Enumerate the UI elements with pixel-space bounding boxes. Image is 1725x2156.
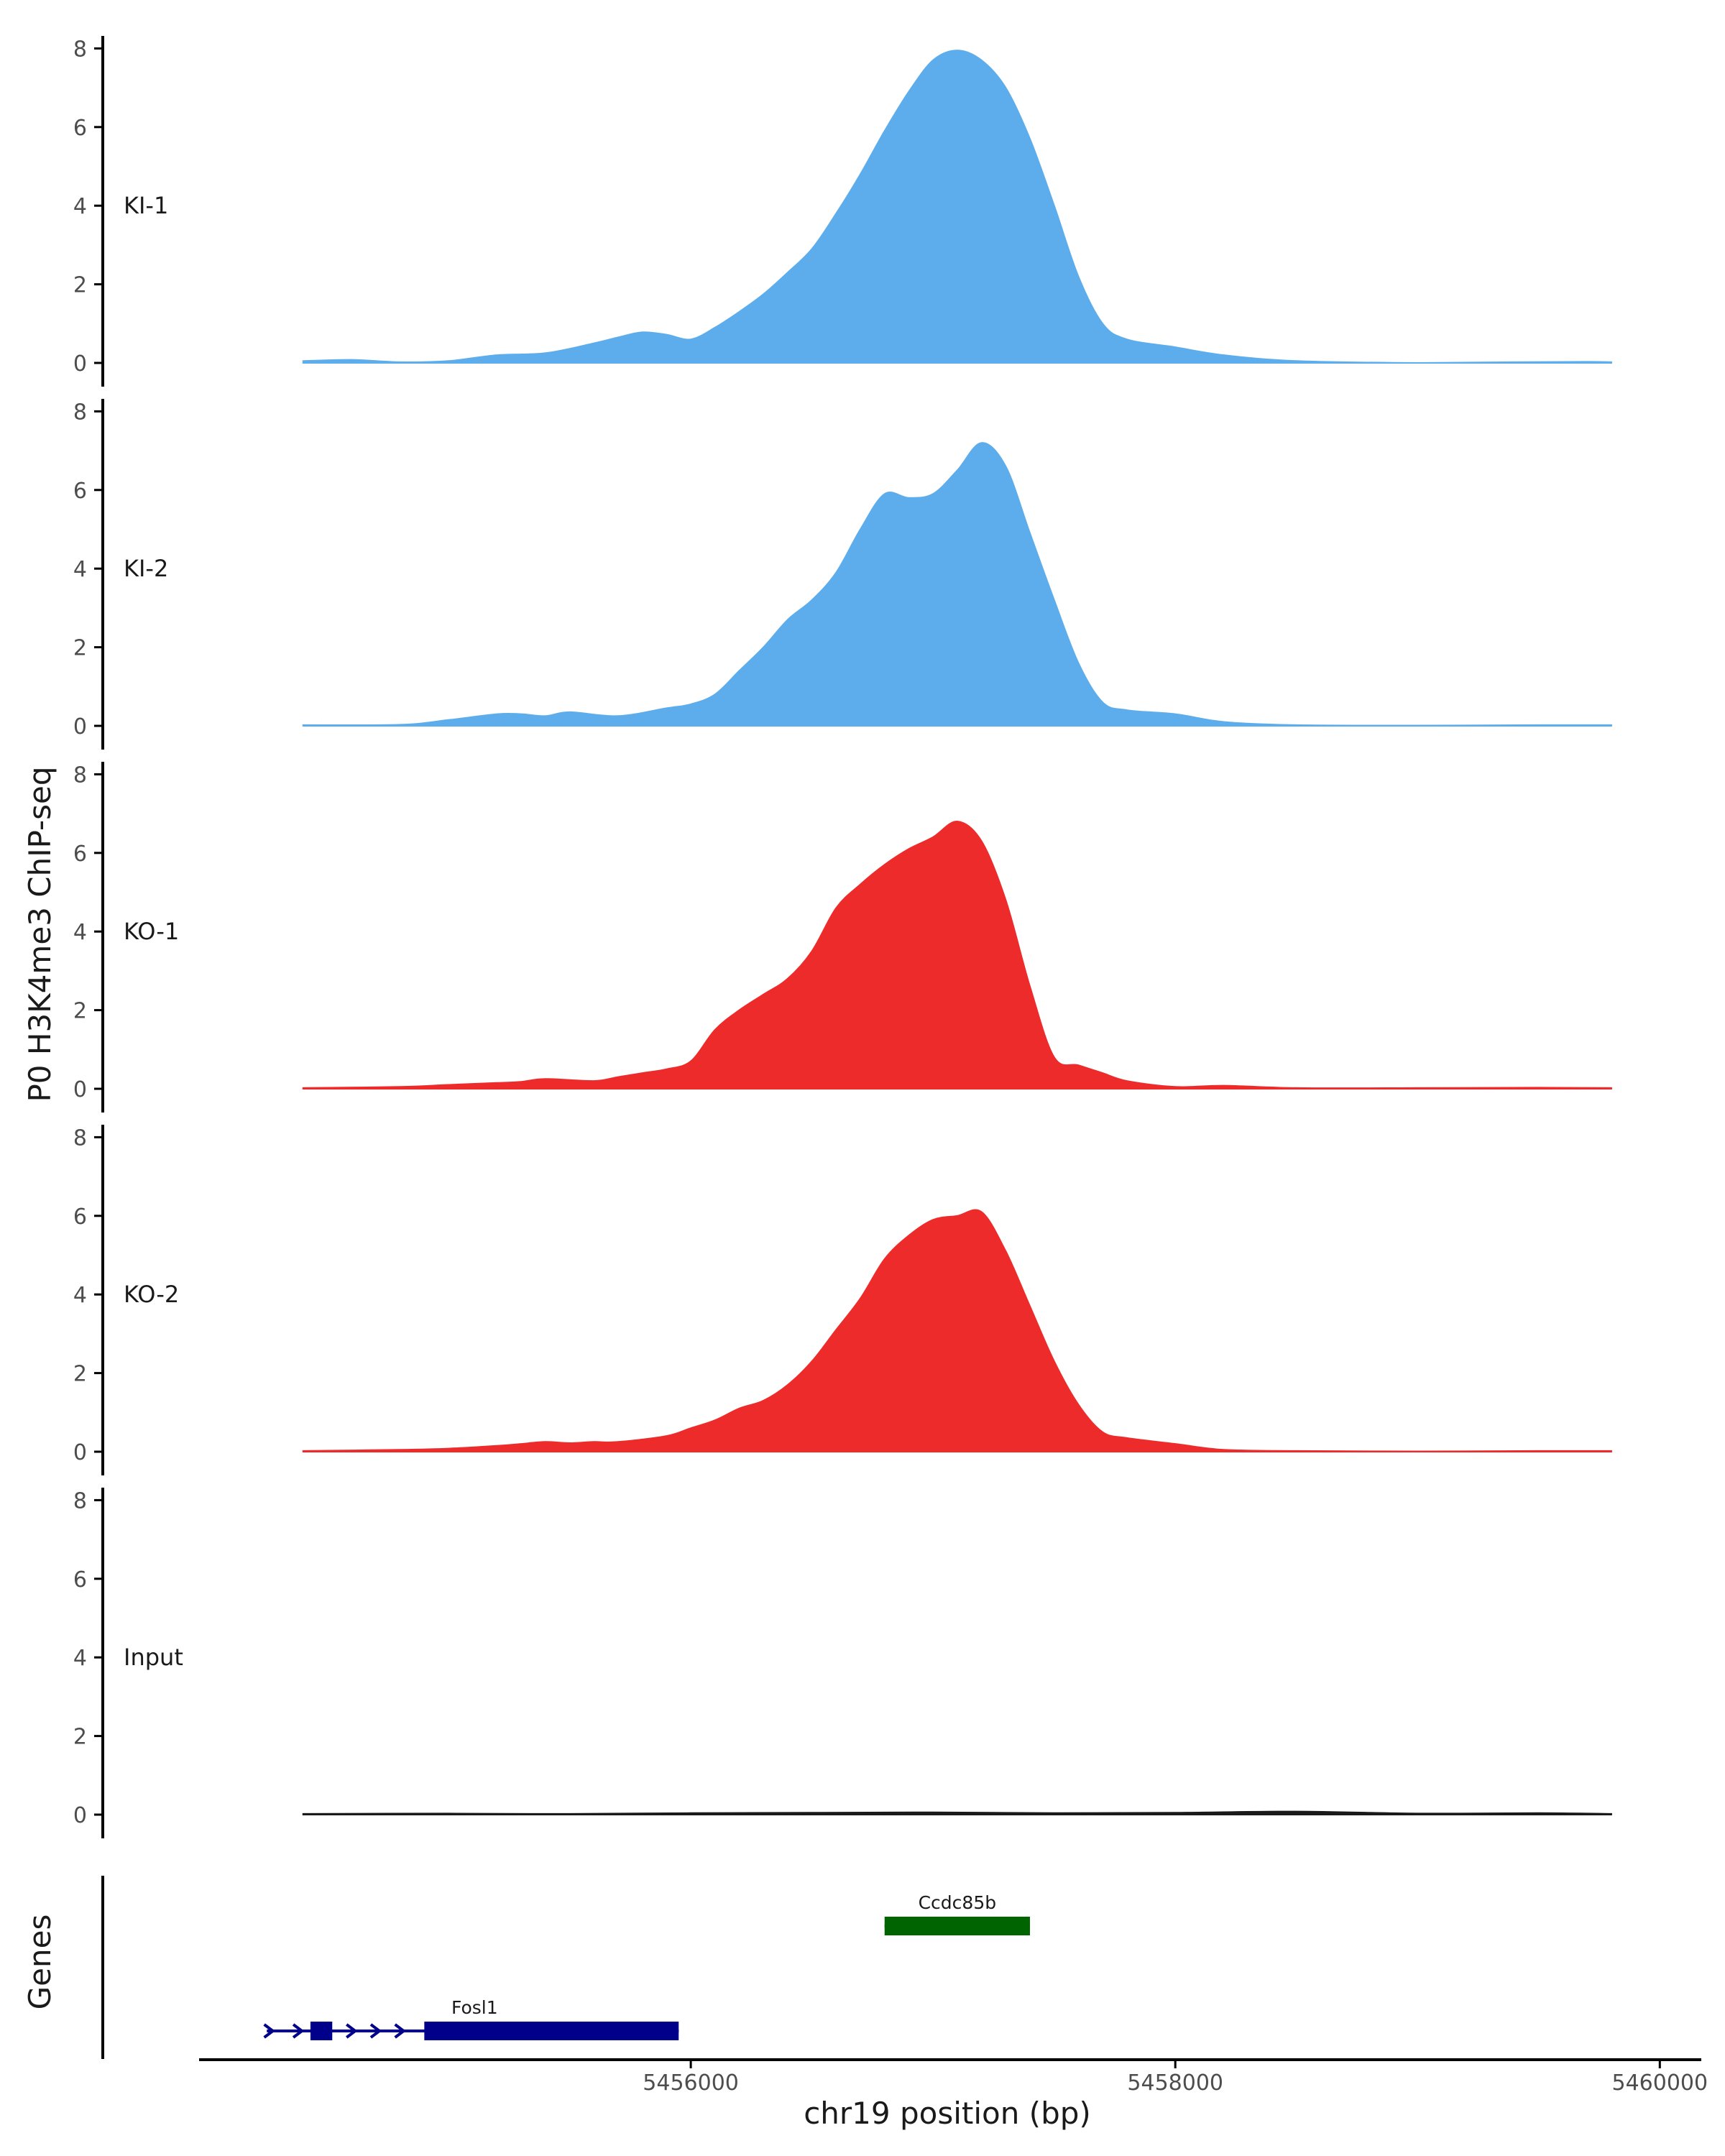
track-label: KO-1 <box>124 918 179 945</box>
y-tick-label: 0 <box>73 1077 87 1102</box>
gene-label: Ccdc85b <box>919 1892 997 1913</box>
x-tick-label: 5460000 <box>1611 2070 1708 2096</box>
y-tick-label: 4 <box>73 557 87 582</box>
y-tick-label: 0 <box>73 1440 87 1465</box>
y-tick-label: 0 <box>73 1803 87 1828</box>
strand-arrow <box>346 2023 358 2039</box>
x-tick-label: 5456000 <box>643 2070 739 2096</box>
y-tick-label: 4 <box>73 1646 87 1671</box>
gene-ccdc85b: Ccdc85b <box>884 1892 1030 1935</box>
coverage-area-ki-2 <box>302 442 1612 727</box>
y-tick-label: 2 <box>73 1362 87 1387</box>
gene-label: Fosl1 <box>451 1997 498 2018</box>
y-tick-label: 8 <box>73 763 87 788</box>
gene-fosl1: Fosl1 <box>263 1997 679 2040</box>
x-axis-title: chr19 position (bp) <box>804 2096 1091 2131</box>
y-tick-label: 6 <box>73 479 87 504</box>
y-tick-label: 2 <box>73 273 87 298</box>
y-tick-label: 8 <box>73 1488 87 1514</box>
track-panel-ki-2: 0 2 4 6 8 KI-2 <box>73 399 1612 750</box>
y-axis-title: P0 H3K4me3 ChIP-seq <box>22 766 58 1102</box>
strand-arrow <box>394 2023 406 2039</box>
strand-arrow <box>369 2023 382 2039</box>
y-tick-label: 6 <box>73 1204 87 1230</box>
y-tick-label: 4 <box>73 920 87 945</box>
gene-annotation-panel: Fosl1 Ccdc85b <box>101 1876 1030 2059</box>
track-label: KO-2 <box>124 1281 179 1308</box>
y-tick-label: 0 <box>73 351 87 377</box>
y-tick-label: 4 <box>73 1283 87 1308</box>
y-tick-label: 6 <box>73 116 87 141</box>
x-tick-label: 5458000 <box>1127 2070 1223 2096</box>
track-label: Input <box>124 1644 183 1671</box>
y-tick-label: 2 <box>73 999 87 1024</box>
gene-exon <box>884 1917 1030 1935</box>
y-tick-label: 0 <box>73 714 87 740</box>
y-tick-label: 6 <box>73 1567 87 1593</box>
y-tick-label: 8 <box>73 400 87 425</box>
y-tick-label: 2 <box>73 636 87 661</box>
y-tick-label: 2 <box>73 1725 87 1750</box>
track-panel-ko-2: 0 2 4 6 8 KO-2 <box>73 1125 1612 1475</box>
genes-panel-title: Genes <box>22 1915 58 2010</box>
coverage-area-ko-2 <box>302 1209 1612 1452</box>
coverage-area-ki-1 <box>302 50 1612 364</box>
track-panel-input: 0 2 4 6 8 Input <box>73 1488 1612 1838</box>
gene-exon <box>310 2022 333 2040</box>
coverage-area-input <box>302 1810 1612 1815</box>
track-panel-ki-1: 0 2 4 6 8 KI-1 <box>73 36 1612 387</box>
gene-exon <box>424 2022 679 2040</box>
y-tick-label: 8 <box>73 1125 87 1151</box>
coverage-area-ko-1 <box>302 821 1612 1089</box>
x-axis: 5456000 5458000 5460000 <box>199 2058 1708 2096</box>
y-tick-label: 6 <box>73 842 87 867</box>
y-tick-label: 8 <box>73 37 87 62</box>
strand-arrow <box>263 2023 275 2039</box>
strand-arrow <box>292 2023 305 2039</box>
track-label: KI-1 <box>124 192 168 219</box>
track-panel-ko-1: 0 2 4 6 8 KO-1 <box>73 762 1612 1112</box>
y-tick-label: 4 <box>73 194 87 219</box>
coverage-tracks: 0 2 4 6 8 KI-1 0 2 4 6 8 KI-2 0 2 4 6 8 KO-1 0 2 4 6 8 KO-2 0 2 4 6… <box>73 36 1612 1838</box>
track-label: KI-2 <box>124 555 168 582</box>
